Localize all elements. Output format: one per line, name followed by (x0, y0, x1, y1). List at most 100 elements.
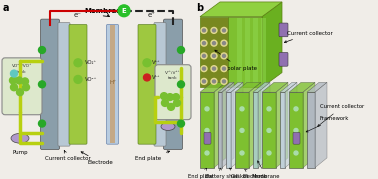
Text: Gasket: Gasket (229, 168, 249, 179)
Circle shape (39, 120, 45, 127)
FancyBboxPatch shape (58, 23, 70, 146)
Circle shape (167, 103, 175, 110)
Polygon shape (218, 82, 234, 92)
Circle shape (240, 107, 244, 111)
Text: Current collector: Current collector (45, 151, 91, 161)
Text: Battery shell: Battery shell (205, 168, 239, 179)
Text: Electrode: Electrode (243, 169, 268, 179)
Polygon shape (200, 82, 226, 92)
Polygon shape (214, 82, 226, 168)
Circle shape (267, 107, 271, 111)
FancyBboxPatch shape (155, 65, 191, 120)
FancyBboxPatch shape (154, 23, 166, 146)
FancyBboxPatch shape (279, 52, 288, 66)
Circle shape (74, 59, 82, 67)
Text: Membrane: Membrane (84, 8, 126, 14)
FancyBboxPatch shape (107, 25, 118, 144)
Circle shape (223, 54, 226, 57)
Circle shape (201, 66, 207, 72)
FancyBboxPatch shape (2, 58, 42, 115)
Polygon shape (307, 82, 327, 92)
Circle shape (240, 129, 244, 132)
Text: H⁺: H⁺ (109, 80, 116, 85)
Ellipse shape (11, 133, 29, 143)
Text: V²⁺/V³⁺: V²⁺/V³⁺ (165, 71, 181, 75)
Circle shape (212, 67, 215, 70)
Circle shape (22, 78, 28, 85)
Circle shape (221, 27, 227, 33)
Circle shape (178, 47, 184, 54)
Circle shape (201, 78, 207, 84)
FancyBboxPatch shape (204, 132, 211, 144)
Polygon shape (262, 82, 288, 92)
Bar (218, 92, 222, 168)
Circle shape (203, 80, 206, 83)
Polygon shape (253, 82, 270, 92)
Circle shape (9, 77, 17, 84)
Circle shape (212, 29, 215, 32)
Circle shape (203, 29, 206, 32)
Circle shape (205, 151, 209, 155)
Circle shape (223, 29, 226, 32)
Circle shape (178, 81, 184, 88)
Text: Framework: Framework (306, 116, 349, 132)
Bar (235, 92, 249, 168)
Circle shape (201, 40, 207, 46)
FancyBboxPatch shape (279, 23, 288, 37)
Circle shape (211, 66, 217, 72)
Text: E: E (122, 8, 126, 14)
Circle shape (166, 94, 174, 101)
Text: Current collector: Current collector (284, 31, 333, 43)
Circle shape (223, 80, 226, 83)
Circle shape (211, 78, 217, 84)
Text: V³⁺: V³⁺ (152, 75, 161, 80)
Text: e⁻: e⁻ (74, 12, 82, 18)
FancyBboxPatch shape (164, 19, 183, 149)
Circle shape (294, 107, 298, 111)
Bar (289, 92, 303, 168)
Circle shape (221, 40, 227, 46)
Bar (261, 18, 266, 86)
Polygon shape (226, 82, 243, 92)
Circle shape (212, 54, 215, 57)
Circle shape (143, 59, 151, 67)
Circle shape (221, 78, 227, 84)
Bar (112, 25, 113, 143)
Circle shape (221, 66, 227, 72)
Text: tank: tank (17, 70, 27, 74)
Polygon shape (235, 82, 261, 92)
Circle shape (203, 67, 206, 70)
Circle shape (118, 5, 130, 17)
Circle shape (223, 67, 226, 70)
Circle shape (267, 129, 271, 132)
Polygon shape (262, 2, 282, 87)
Circle shape (211, 40, 217, 46)
Circle shape (144, 74, 150, 81)
Bar (200, 92, 214, 168)
Circle shape (205, 129, 209, 132)
FancyBboxPatch shape (138, 25, 156, 144)
Bar (280, 92, 285, 168)
Text: e⁺: e⁺ (148, 12, 156, 18)
Circle shape (223, 42, 226, 45)
Bar (253, 92, 258, 168)
Circle shape (203, 54, 206, 57)
Circle shape (15, 77, 23, 84)
Circle shape (11, 84, 17, 91)
Circle shape (294, 151, 298, 155)
Polygon shape (200, 2, 282, 17)
Circle shape (11, 70, 17, 77)
Text: tank: tank (168, 76, 178, 81)
Polygon shape (249, 82, 261, 168)
Circle shape (39, 47, 45, 54)
Circle shape (294, 129, 298, 132)
Bar (307, 92, 315, 168)
Bar (262, 92, 276, 168)
Circle shape (172, 94, 180, 101)
Text: End plate: End plate (135, 151, 170, 161)
Circle shape (74, 76, 82, 83)
Bar (245, 18, 250, 86)
Bar (237, 18, 242, 86)
Circle shape (161, 93, 167, 100)
Circle shape (267, 151, 271, 155)
